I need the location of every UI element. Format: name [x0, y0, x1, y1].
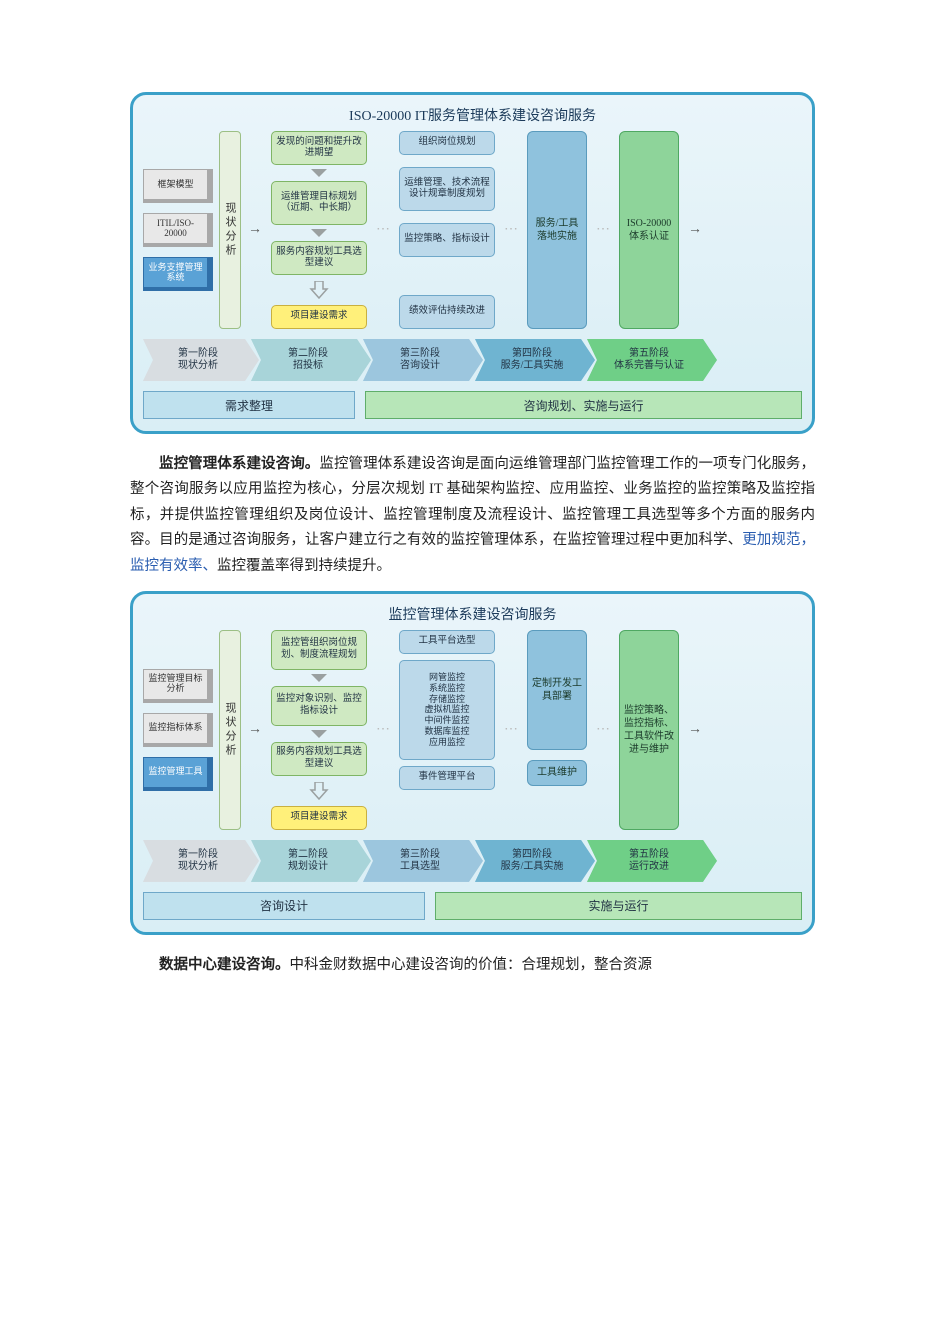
diagram1-title: ISO-20000 IT服务管理体系建设咨询服务 — [143, 101, 802, 131]
d1-phase-5: 第五阶段体系完善与认证 — [587, 339, 717, 381]
d1-input-3: 业务支撑管理系统 — [143, 257, 213, 291]
d2-phase-4: 第四阶段服务/工具实施 — [475, 840, 595, 882]
arrow-right-icon: → — [248, 223, 262, 237]
d1-phase-3: 第三阶段咨询设计 — [363, 339, 483, 381]
d2-vbar: 现状分析 — [219, 630, 241, 830]
d1-c2-b1: 发现的问题和提升改进期望 — [271, 131, 367, 165]
d2-c3-b1: 工具平台选型 — [399, 630, 495, 654]
arrow-down-icon — [311, 169, 327, 177]
arrow-down-outline-icon — [309, 782, 329, 800]
d1-inputs-column: 框架模型 ITIL/ISO-20000 业务支撑管理系统 — [143, 131, 213, 329]
d2-input-3: 监控管理工具 — [143, 757, 213, 791]
d1-c2-b2: 运维管理目标规划（近期、中长期） — [271, 181, 367, 225]
arrow-right-icon: → — [248, 723, 262, 737]
d2-phase-5: 第五阶段运行改进 — [587, 840, 717, 882]
d2-c5: 监控策略、监控指标、工具软件改进与维护 — [619, 630, 679, 830]
arrow-right-icon: → — [688, 723, 702, 737]
paragraph-monitoring: 监控管理体系建设咨询。监控管理体系建设咨询是面向运维管理部门监控管理工作的一项专… — [130, 452, 815, 579]
dashed-connector-icon: ⋯ — [504, 723, 518, 737]
d1-c3-b3: 监控策略、指标设计 — [399, 223, 495, 257]
arrow-right-icon: → — [688, 223, 702, 237]
d2-c4-b2: 工具维护 — [527, 760, 587, 786]
d2-bottom-row: 咨询设计 实施与运行 — [143, 892, 802, 920]
d1-input-1: 框架模型 — [143, 169, 213, 203]
d2-inputs-column: 监控管理目标分析 监控指标体系 监控管理工具 — [143, 630, 213, 830]
d1-c3-b2: 运维管理、技术流程设计规章制度规划 — [399, 167, 495, 211]
para2-body: 中科金财数据中心建设咨询的价值：合理规划，整合资源 — [290, 957, 653, 973]
d1-bottom-2: 咨询规划、实施与运行 — [365, 391, 802, 419]
arrow-down-icon — [311, 730, 327, 738]
dashed-connector-icon: ⋯ — [596, 723, 610, 737]
arrow-down-icon — [311, 229, 327, 237]
diagram-monitoring: 监控管理体系建设咨询服务 监控管理目标分析 监控指标体系 监控管理工具 现状分析… — [130, 591, 815, 935]
d2-c4-b1: 定制开发工具部署 — [527, 630, 587, 750]
d1-c2-b3: 服务内容规划工具选型建议 — [271, 241, 367, 275]
para1-tail: 监控覆盖率得到持续提升。 — [217, 558, 391, 574]
d1-vbar: 现状分析 — [219, 131, 241, 329]
d2-input-2: 监控指标体系 — [143, 713, 213, 747]
d2-input-1: 监控管理目标分析 — [143, 669, 213, 703]
d1-c3-b1: 组织岗位规划 — [399, 131, 495, 155]
dashed-connector-icon: ⋯ — [376, 223, 390, 237]
d1-input-2: ITIL/ISO-20000 — [143, 213, 213, 247]
d2-bottom-1: 咨询设计 — [143, 892, 425, 920]
d2-c2-b2: 监控对象识别、监控指标设计 — [271, 686, 367, 726]
d2-c3-b3: 事件管理平台 — [399, 766, 495, 790]
d1-c4: 服务/工具落地实施 — [527, 131, 587, 329]
d1-c3-b4: 绩效评估持续改进 — [399, 295, 495, 329]
dashed-connector-icon: ⋯ — [504, 223, 518, 237]
d1-bottom-1: 需求整理 — [143, 391, 355, 419]
document-page: ISO-20000 IT服务管理体系建设咨询服务 框架模型 ITIL/ISO-2… — [0, 0, 945, 1046]
d1-bottom-row: 需求整理 咨询规划、实施与运行 — [143, 391, 802, 419]
diagram2-title: 监控管理体系建设咨询服务 — [143, 600, 802, 630]
d2-c2-b1: 监控管组织岗位规划、制度流程规划 — [271, 630, 367, 670]
d2-c2-b3: 服务内容规划工具选型建议 — [271, 742, 367, 776]
d1-c5: ISO-20000体系认证 — [619, 131, 679, 329]
d2-phase-row: 第一阶段现状分析 第二阶段规划设计 第三阶段工具选型 第四阶段服务/工具实施 第… — [143, 840, 802, 882]
d2-c2-b4: 项目建设需求 — [271, 806, 367, 830]
d1-phase-row: 第一阶段现状分析 第二阶段招投标 第三阶段咨询设计 第四阶段服务/工具实施 第五… — [143, 339, 802, 381]
d1-phase-4: 第四阶段服务/工具实施 — [475, 339, 595, 381]
arrow-down-icon — [311, 674, 327, 682]
para1-lead: 监控管理体系建设咨询。 — [159, 456, 319, 472]
diagram-iso20000: ISO-20000 IT服务管理体系建设咨询服务 框架模型 ITIL/ISO-2… — [130, 92, 815, 434]
dashed-connector-icon: ⋯ — [596, 223, 610, 237]
d2-c3-b2: 网管监控 系统监控 存储监控 虚拟机监控 中间件监控 数据库监控 应用监控 — [399, 660, 495, 760]
paragraph-datacenter: 数据中心建设咨询。中科金财数据中心建设咨询的价值：合理规划，整合资源 — [130, 953, 815, 978]
para2-lead: 数据中心建设咨询。 — [159, 957, 290, 973]
d2-phase-3: 第三阶段工具选型 — [363, 840, 483, 882]
dashed-connector-icon: ⋯ — [376, 723, 390, 737]
d2-bottom-2: 实施与运行 — [435, 892, 802, 920]
d2-phase-1: 第一阶段现状分析 — [143, 840, 259, 882]
d1-phase-1: 第一阶段现状分析 — [143, 339, 259, 381]
arrow-down-outline-icon — [309, 281, 329, 299]
d2-phase-2: 第二阶段规划设计 — [251, 840, 371, 882]
d1-c2-b4: 项目建设需求 — [271, 305, 367, 329]
d1-phase-2: 第二阶段招投标 — [251, 339, 371, 381]
